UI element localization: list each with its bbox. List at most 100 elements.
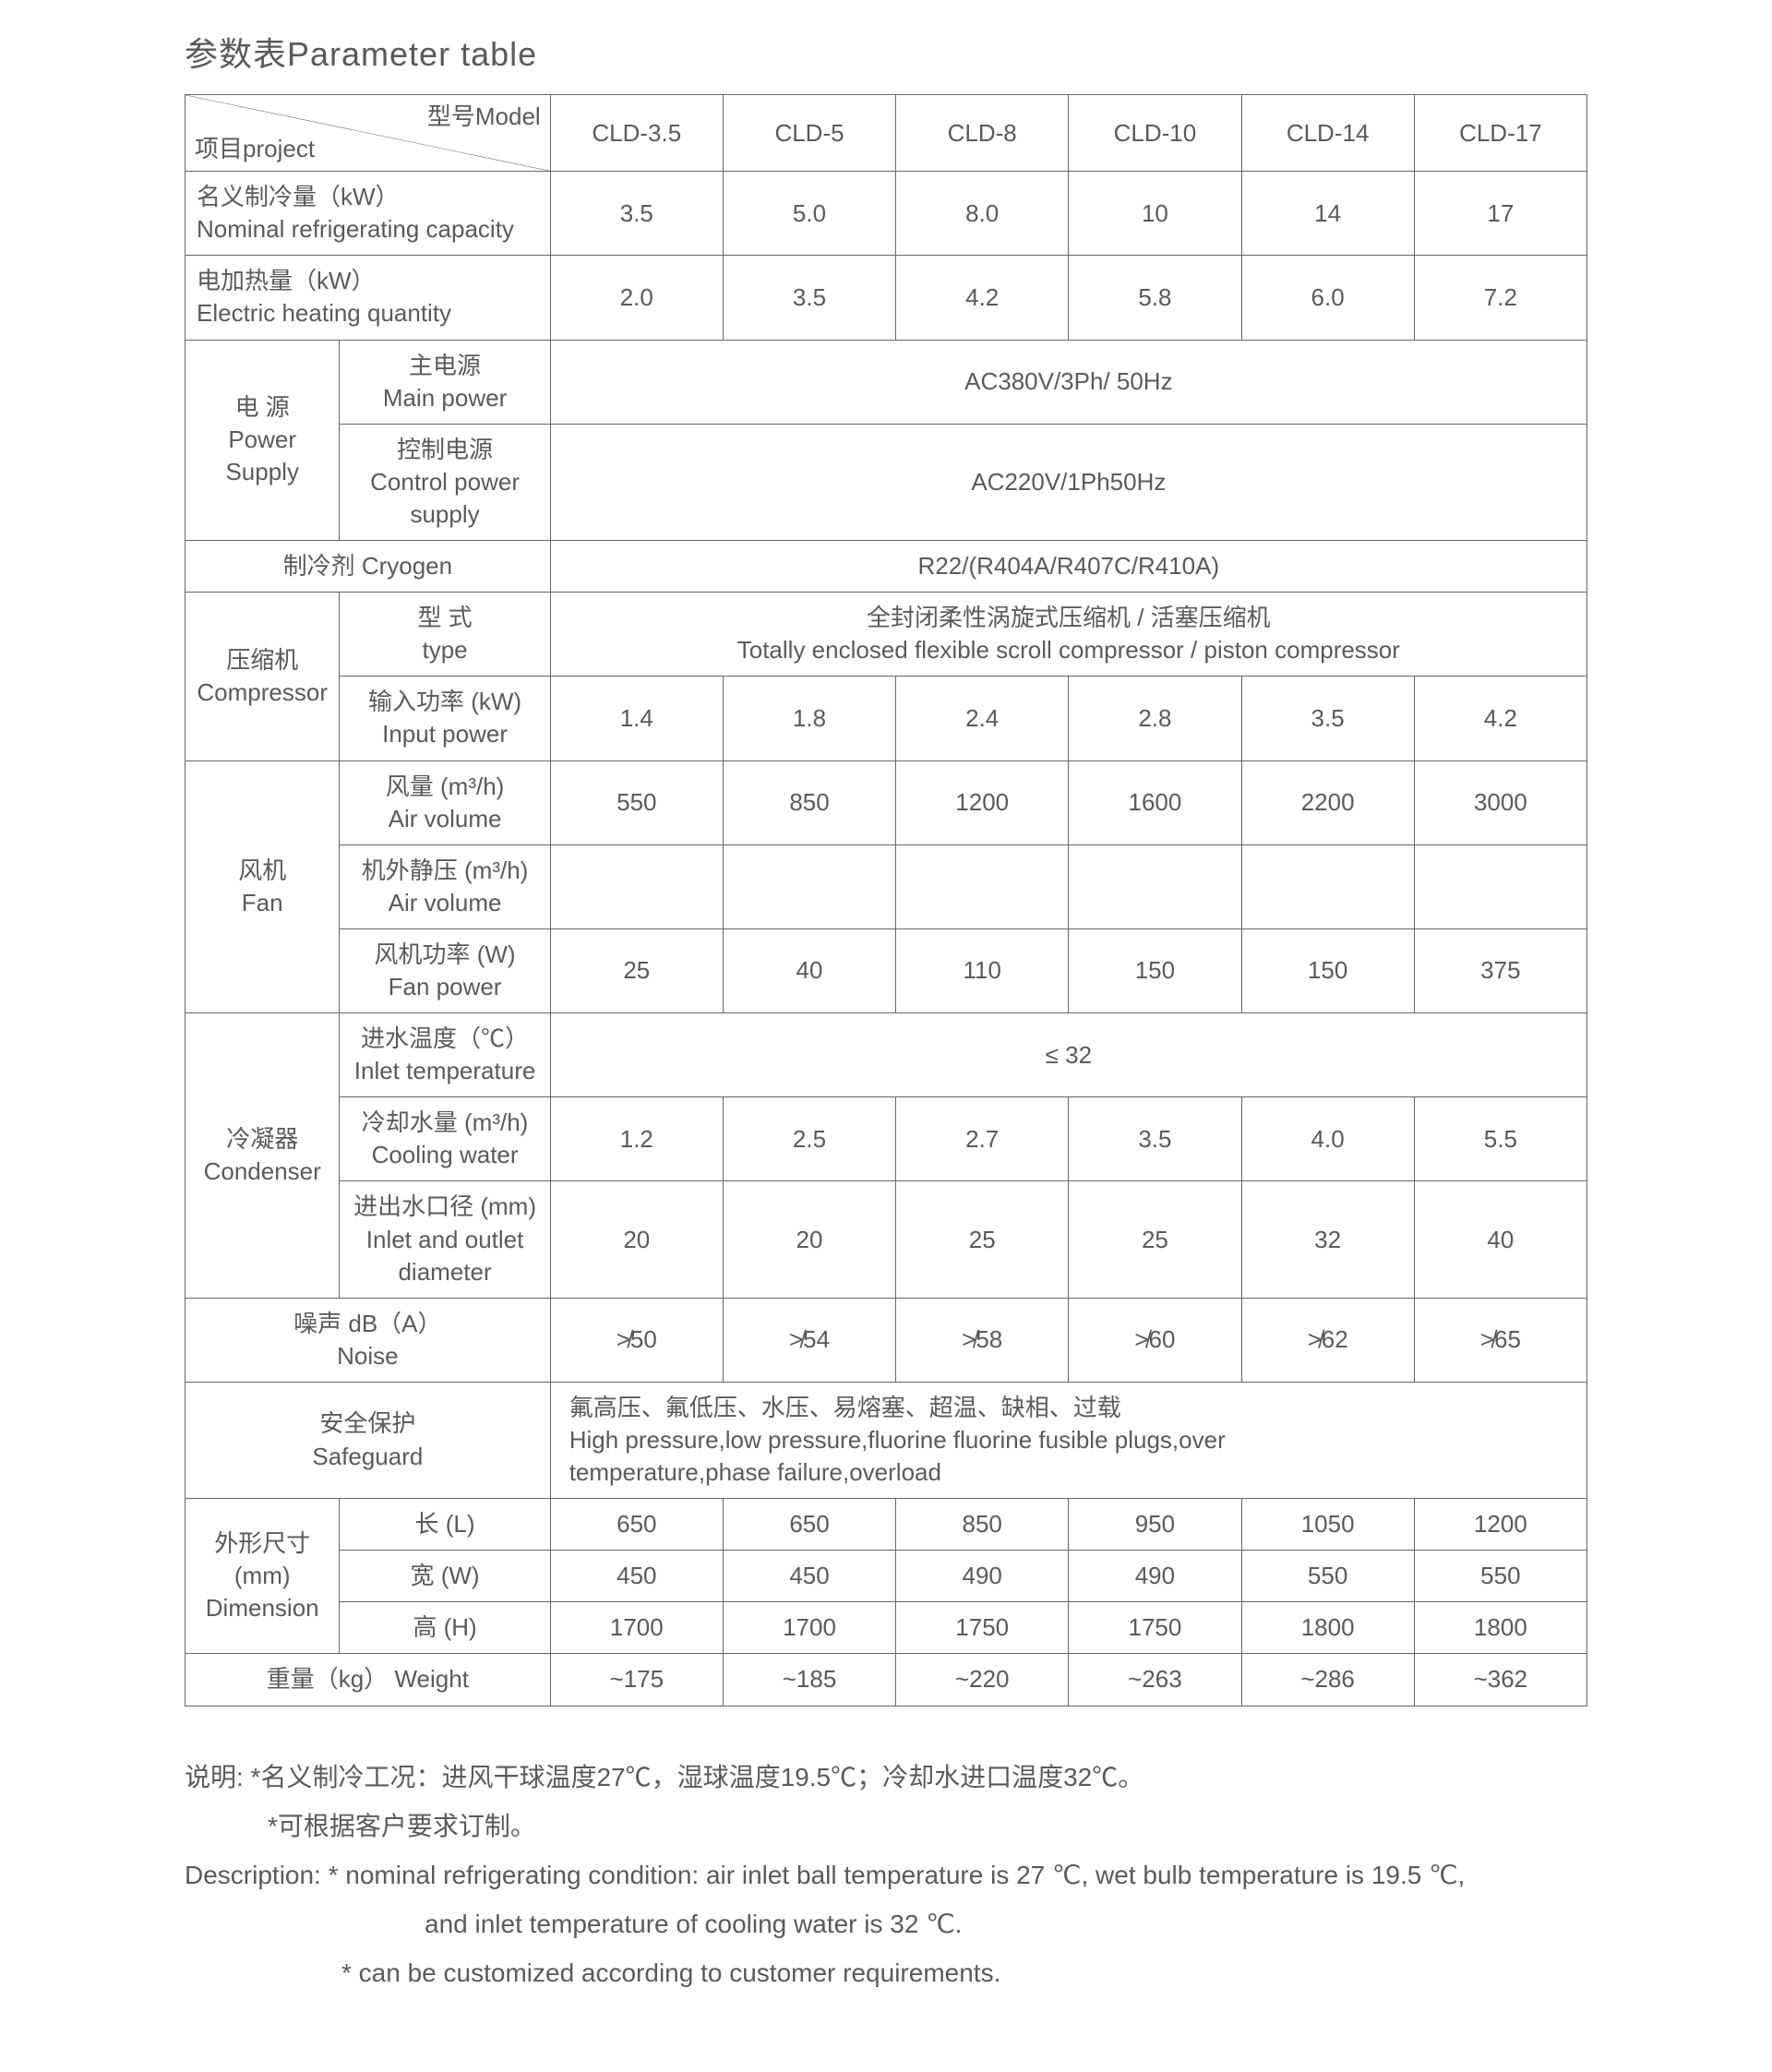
cell: 3000	[1414, 761, 1586, 844]
project-label: 项目project	[195, 133, 541, 165]
desc-line: and inlet temperature of cooling water i…	[185, 1899, 1587, 1948]
cell: 1200	[1414, 1499, 1586, 1551]
text: Fan power	[389, 973, 502, 1000]
col-model: CLD-14	[1241, 95, 1414, 172]
cell: ≯58	[896, 1298, 1069, 1382]
cell: ~263	[1069, 1654, 1241, 1706]
dim-l-label: 长 (L)	[340, 1499, 550, 1551]
dimension-group: 外形尺寸 (mm) Dimension	[186, 1499, 340, 1654]
page-title: 参数表Parameter table	[185, 28, 1587, 76]
text: 电加热量（kW）	[197, 267, 376, 294]
cell: ~175	[550, 1654, 723, 1706]
text: Dimension	[206, 1594, 319, 1622]
text: 电 源	[235, 393, 290, 421]
cell: 4.2	[896, 256, 1069, 340]
cryogen-label: 制冷剂 Cryogen	[186, 541, 551, 593]
dim-w-label: 宽 (W)	[340, 1551, 550, 1602]
header-corner: 型号Model 项目project	[186, 95, 551, 172]
text: 进水温度（℃）	[361, 1024, 529, 1052]
cell: ~185	[723, 1654, 895, 1706]
cell: 40	[1414, 1181, 1586, 1298]
cell: 10	[1069, 172, 1241, 256]
row-heat-label: 电加热量（kW） Electric heating quantity	[186, 256, 551, 340]
cryogen-val: R22/(R404A/R407C/R410A)	[550, 541, 1586, 593]
text: 外形尺寸	[214, 1529, 310, 1557]
dim-h-label: 高 (H)	[340, 1602, 550, 1654]
text: (mm)	[234, 1562, 291, 1589]
col-model: CLD-8	[896, 95, 1069, 172]
cell: 25	[550, 928, 723, 1012]
inlet-t-val: ≤ 32	[550, 1013, 1586, 1097]
cell: 490	[896, 1551, 1069, 1602]
cell: 150	[1069, 928, 1241, 1012]
text: 控制电源	[397, 436, 493, 463]
col-model: CLD-17	[1414, 95, 1586, 172]
col-model: CLD-10	[1069, 95, 1241, 172]
cell: 1750	[896, 1602, 1069, 1654]
cell: 6.0	[1241, 256, 1414, 340]
cell: 4.0	[1241, 1097, 1414, 1181]
cell: 25	[896, 1181, 1069, 1298]
power-group: 电 源 Power Supply	[186, 340, 340, 540]
text: Air volume	[389, 805, 502, 832]
text: Main power	[383, 384, 507, 412]
text: Inlet temperature	[354, 1057, 536, 1084]
ctrl-power-val: AC220V/1Ph50Hz	[550, 424, 1586, 540]
comp-type-val: 全封闭柔性涡旋式压缩机 / 活塞压缩机 Totally enclosed fle…	[550, 593, 1586, 677]
text: Cooling water	[372, 1141, 519, 1168]
cell: 2.5	[723, 1097, 895, 1181]
text: 型 式	[417, 604, 472, 631]
text: Power	[228, 425, 296, 453]
cell: 550	[1414, 1551, 1586, 1602]
text: 主电源	[409, 352, 481, 379]
cell: 1200	[896, 761, 1069, 844]
text: 氟高压、氟低压、水压、易熔塞、超温、缺相、过载	[569, 1394, 1121, 1421]
cell: ≯54	[723, 1298, 895, 1382]
ctrl-power-label: 控制电源 Control power supply	[340, 424, 550, 540]
cell: 20	[723, 1181, 895, 1298]
compressor-group: 压缩机 Compressor	[186, 593, 340, 761]
fan-pw-label: 风机功率 (W) Fan power	[340, 928, 550, 1012]
text: Noise	[337, 1342, 398, 1370]
desc-line: Description: * nominal refrigerating con…	[185, 1850, 1587, 1899]
cell: 7.2	[1414, 256, 1586, 340]
text: 风量 (m³/h)	[386, 773, 505, 800]
text: Inlet and outlet diameter	[366, 1226, 524, 1286]
cell: 490	[1069, 1551, 1241, 1602]
cell: 3.5	[723, 256, 895, 340]
text: 全封闭柔性涡旋式压缩机 / 活塞压缩机	[867, 604, 1271, 631]
main-power-label: 主电源 Main power	[340, 340, 550, 424]
weight-label: 重量（kg） Weight	[186, 1654, 551, 1706]
cell: ≯50	[550, 1298, 723, 1382]
text: 压缩机	[226, 646, 298, 674]
cell: 450	[723, 1551, 895, 1602]
text: Nominal refrigerating capacity	[197, 215, 514, 243]
text: temperature,phase failure,overload	[569, 1458, 941, 1486]
cell: 4.2	[1414, 677, 1586, 761]
parameter-table: 型号Model 项目project CLD-3.5 CLD-5 CLD-8 CL…	[185, 94, 1587, 1707]
text: High pressure,low pressure,fluorine fluo…	[569, 1426, 1226, 1454]
cell: ~220	[896, 1654, 1069, 1706]
safeguard-label: 安全保护 Safeguard	[186, 1382, 551, 1498]
cell: 1050	[1241, 1499, 1414, 1551]
fan-group: 风机 Fan	[186, 761, 340, 1013]
text: Safeguard	[312, 1443, 423, 1470]
text: 噪声 dB（A）	[293, 1310, 441, 1337]
cell: 2.4	[896, 677, 1069, 761]
cell: 375	[1414, 928, 1586, 1012]
cell	[1069, 844, 1241, 928]
text: 名义制冷量（kW）	[197, 183, 400, 210]
col-model: CLD-3.5	[550, 95, 723, 172]
cell: 1.4	[550, 677, 723, 761]
cell: 40	[723, 928, 895, 1012]
cell: 2200	[1241, 761, 1414, 844]
cell: 25	[1069, 1181, 1241, 1298]
text: Input power	[382, 720, 508, 748]
cell: 550	[550, 761, 723, 844]
cell: 450	[550, 1551, 723, 1602]
text: Totally enclosed flexible scroll compres…	[737, 636, 1400, 664]
cell: 650	[550, 1499, 723, 1551]
row-refrig-label: 名义制冷量（kW） Nominal refrigerating capacity	[186, 172, 551, 256]
cell	[550, 844, 723, 928]
cell: 110	[896, 928, 1069, 1012]
